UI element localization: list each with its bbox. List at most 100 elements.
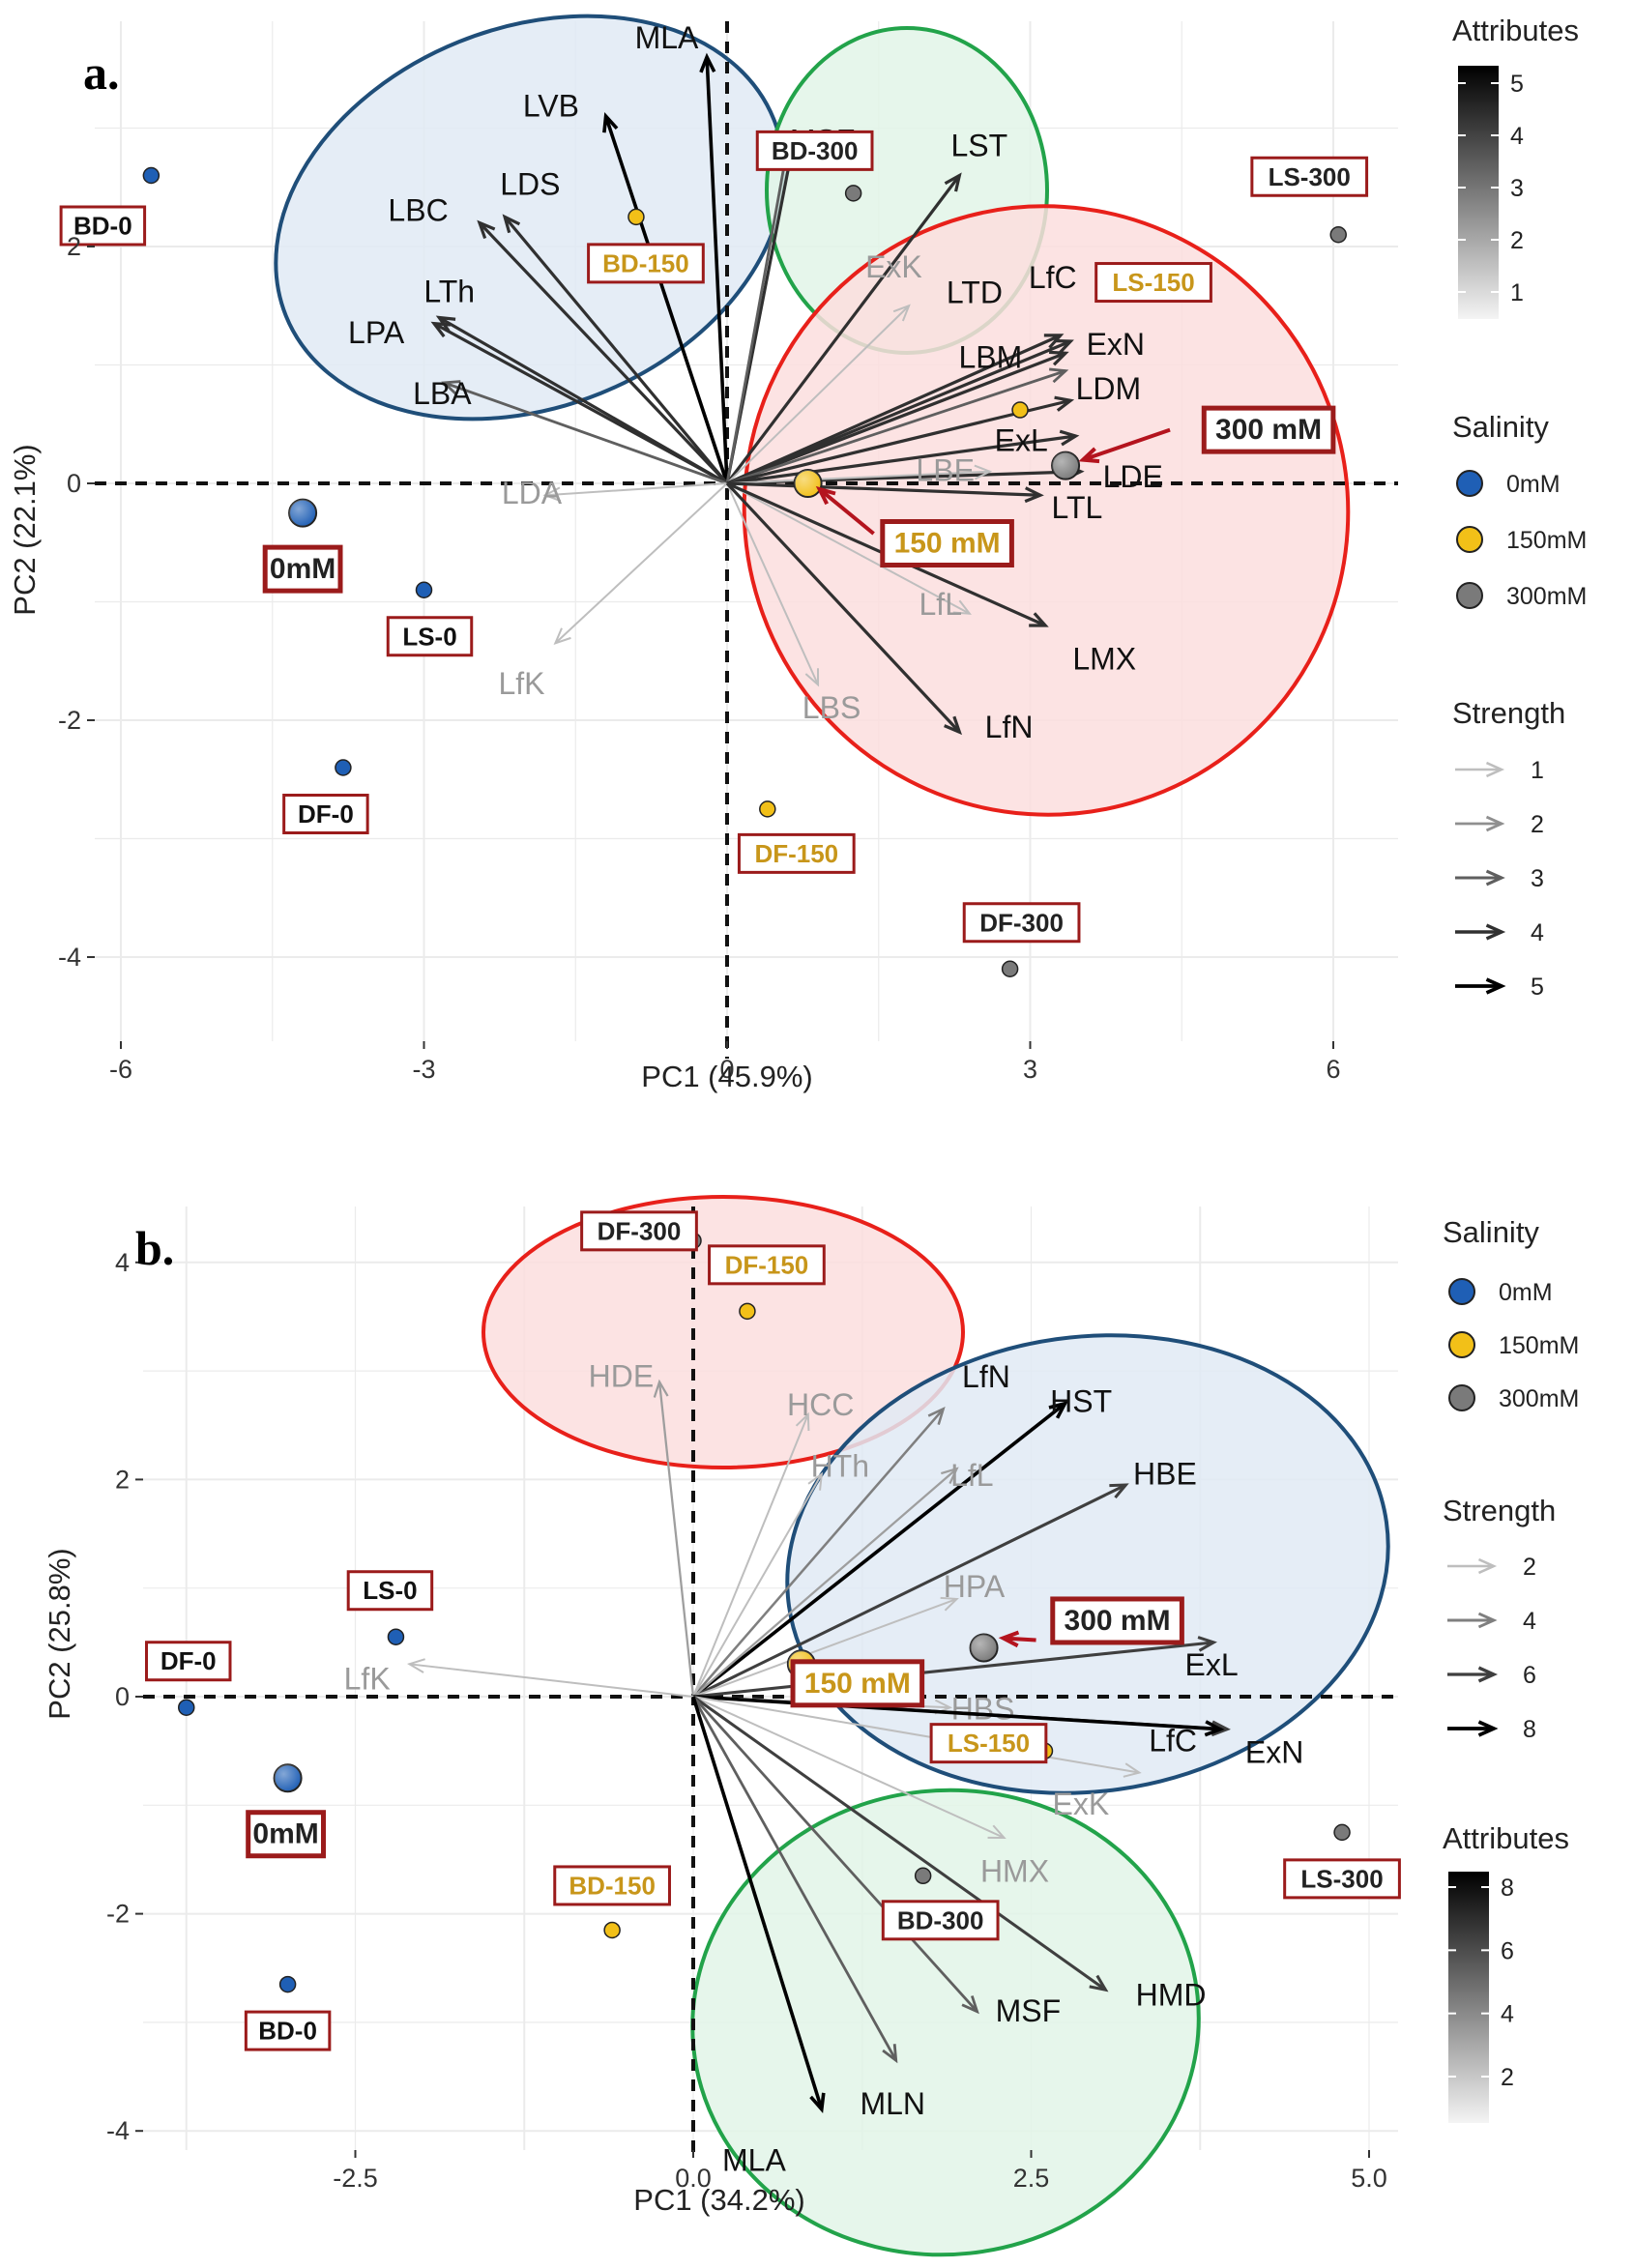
vector-label-LTD: LTD — [947, 275, 1003, 309]
vector-label-LBC: LBC — [388, 193, 448, 228]
vector-label-HST: HST — [1050, 1384, 1112, 1419]
legend-salinity-label-1: 150mM — [1506, 527, 1587, 554]
panel-b-ticks: -2.5 0.0 2.5 5.0 -4 -2 0 2 4 — [106, 1248, 1387, 2193]
vector-label-MSF: MSF — [996, 1993, 1062, 2028]
y-tick-label-1: -2 — [106, 1900, 130, 1929]
vector-label-LDS: LDS — [500, 166, 560, 201]
x-tick-label-4: 6 — [1326, 1055, 1340, 1084]
vector-label-MLA: MLA — [635, 20, 699, 55]
legend-a-strength-entries: 1 2 3 4 5 — [1455, 757, 1544, 1001]
vector-label-HPA: HPA — [944, 1569, 1006, 1604]
y-tick-label-3: 2 — [67, 232, 81, 261]
loading-arrowhead-MLA — [699, 52, 716, 73]
sample-label-LS-150-text: LS-150 — [948, 1729, 1030, 1758]
panel-a-y-axis-title: PC2 (22.1%) — [8, 444, 42, 615]
y-tick-label-2: 0 — [67, 469, 81, 498]
vector-label-HCC: HCC — [787, 1387, 854, 1422]
panel-b-cluster-ellipse-blue — [785, 1333, 1390, 1795]
sample-label-LS-300-text: LS-300 — [1269, 162, 1351, 191]
legend-salinity-label-0: 0mM — [1506, 471, 1561, 498]
loading-vector-ExK — [726, 305, 910, 484]
loading-vector-HCC — [692, 1413, 809, 1698]
loading-vector-MLA — [691, 1696, 824, 2110]
legend-salinity-label-1: 150mM — [1499, 1332, 1579, 1359]
colorbar-tick-label-0: 5 — [1510, 71, 1524, 98]
loading-arrowhead-ExK — [892, 304, 911, 322]
vector-label-LfN: LfN — [962, 1359, 1010, 1394]
panel-a: MLAMLNLVBLDSLBCLThLPALBALDALfKLSTMSFExKL… — [8, 14, 1587, 1093]
loading-arrowhead-LVB — [602, 112, 619, 133]
sample-label-LS-0-text: LS-0 — [363, 1576, 417, 1605]
legend-a-attributes-colorbar — [1458, 66, 1499, 319]
legend-salinity-label-0: 0mM — [1499, 1279, 1553, 1306]
legend-salinity-swatch-0 — [1456, 470, 1483, 497]
vector-label-LfL: LfL — [950, 1458, 993, 1493]
legend-strength-label-3: 4 — [1531, 919, 1544, 946]
callout-head-300mM — [1078, 447, 1100, 464]
legend-salinity-swatch-2 — [1456, 582, 1483, 609]
loading-arrowhead-LTD — [1043, 334, 1065, 349]
legend-strength-label-1: 4 — [1523, 1608, 1536, 1635]
x-tick-label-0: -6 — [109, 1055, 132, 1084]
sample-label-LS-0-text: LS-0 — [402, 622, 456, 651]
panel-b-letter: b. — [135, 1221, 174, 1275]
loading-vector-HDE — [657, 1381, 695, 1698]
loading-vector-LfN — [692, 1408, 945, 1698]
loading-arrowhead-LTL — [1024, 486, 1044, 504]
sample-point-LS-0 — [415, 581, 433, 598]
panel-a-points: BD-0 LS-0 DF-0 BD-150 DF-150 LS-150 BD-300 DF-3… — [59, 130, 1369, 977]
x-tick-label-3: 5.0 — [1351, 2164, 1387, 2193]
loading-vector-MSF — [725, 145, 790, 484]
legend-a-attributes-title: Attributes — [1452, 14, 1579, 47]
vector-label-ExN: ExN — [1087, 327, 1145, 362]
loading-vector-LBM — [726, 369, 1066, 485]
callout-line-300mM — [1082, 427, 1171, 462]
legend-b-salinity-title: Salinity — [1443, 1215, 1539, 1249]
loading-arrowhead-HST — [1048, 1401, 1068, 1419]
loading-arrowhead-LDS — [502, 214, 521, 234]
vector-label-LMX: LMX — [1072, 642, 1136, 677]
vector-label-ExN: ExN — [1245, 1734, 1303, 1769]
loading-vector-MLN — [691, 1696, 897, 2061]
vector-label-HBS: HBS — [951, 1691, 1015, 1726]
loading-arrowhead-ExL — [1059, 429, 1080, 447]
y-tick-label-3: 2 — [115, 1465, 130, 1494]
sample-label-DF-150-text: DF-150 — [725, 1250, 809, 1279]
panel-a-ticks: -6 -3 0 3 6 -4 -2 0 2 — [58, 232, 1341, 1084]
loading-arrowhead-LfC — [1211, 1720, 1231, 1737]
loading-arrowhead-LfC — [1054, 338, 1074, 355]
vector-label-MLN: MLN — [860, 2086, 925, 2121]
legend-strength-head-0 — [1477, 1557, 1498, 1575]
loading-arrowhead-LBS — [804, 668, 820, 687]
sample-label-BD-300-text: BD-300 — [772, 136, 859, 165]
vector-label-LBE: LBE — [916, 453, 974, 488]
sample-point-LS-300 — [1329, 226, 1347, 244]
vector-label-LfK: LfK — [344, 1661, 391, 1696]
legend-strength-label-0: 2 — [1523, 1554, 1536, 1581]
loading-arrowhead-LBC — [477, 219, 496, 240]
loading-arrowhead-HMD — [1089, 1974, 1109, 1992]
vector-label-LDA: LDA — [502, 476, 563, 510]
centroid-label-150mM-text: 150 mM — [804, 1668, 911, 1700]
centroid-label-0mM-box — [246, 1810, 327, 1859]
loading-vector-ExL — [692, 1641, 1214, 1699]
sample-point-BD-150 — [603, 1921, 621, 1939]
centroid-label-300mM-box — [1050, 1596, 1184, 1645]
vector-label-LfL: LfL — [919, 587, 962, 622]
loading-arrowhead-MLN — [882, 2044, 898, 2064]
centroid-label-150mM-box — [880, 519, 1014, 567]
centroid-shade-150mM — [794, 470, 822, 497]
vector-label-LPA: LPA — [348, 315, 405, 350]
centroid-label-0mM-text: 0mM — [252, 1818, 318, 1850]
sample-label-BD-0-box — [244, 2010, 332, 2051]
legend-strength-head-2 — [1485, 869, 1505, 887]
sample-point-BD-0 — [142, 166, 160, 185]
colorbar-tick-label-3: 2 — [1510, 227, 1524, 254]
vector-label-MLA: MLA — [722, 2143, 786, 2178]
vector-label-LfK: LfK — [498, 666, 544, 701]
legend-a-colorbar-ticks: 5 4 3 2 1 — [1458, 71, 1524, 306]
legend-b-attributes-colorbar — [1448, 1872, 1489, 2123]
callout-head-150mM — [815, 485, 836, 506]
vector-label-LTh: LTh — [423, 275, 475, 309]
